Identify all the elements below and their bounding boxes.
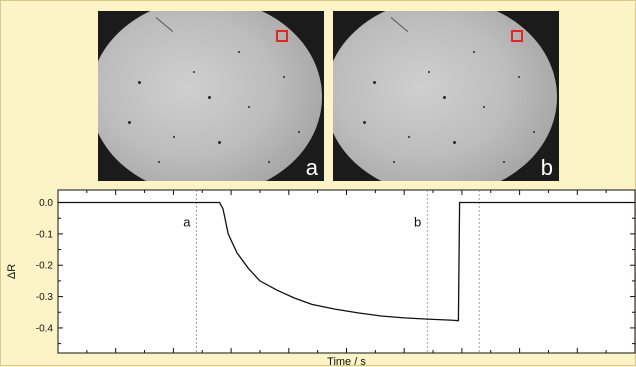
surface-defect-speck: [298, 131, 300, 133]
surface-defect-speck: [373, 81, 376, 84]
y-tick-label: -0.4: [36, 323, 54, 334]
micrograph-label: a: [305, 155, 318, 180]
surface-defect-speck: [193, 71, 195, 73]
surface-defect-speck: [473, 51, 475, 53]
surface-defect-speck: [408, 136, 410, 138]
y-tick-label: -0.3: [36, 292, 54, 303]
surface-defect-speck: [533, 131, 535, 133]
surface-defect-speck: [138, 81, 141, 84]
surface-defect-speck: [503, 161, 505, 163]
surface-defect-speck: [483, 106, 485, 108]
surface-defect-speck: [453, 141, 456, 144]
reflectance-chart: 0.0 -0.1 -0.2 -0.3 -0.4 a b Time / s ΔR: [6, 189, 636, 367]
surface-defect-speck: [173, 136, 175, 138]
x-axis-title: Time / s: [327, 356, 366, 367]
surface-defect-speck: [363, 121, 366, 124]
y-axis-title: ΔR: [6, 264, 18, 279]
surface-defect-speck: [443, 96, 446, 99]
surface-defect-speck: [218, 141, 221, 144]
surface-defect-speck: [268, 161, 270, 163]
region-of-interest-marker: [276, 30, 288, 42]
micrograph-label: b: [540, 155, 553, 180]
surface-defect-speck: [128, 121, 131, 124]
time-marker-label: b: [414, 214, 421, 229]
series-line: [58, 201, 635, 322]
y-tick-label: -0.2: [36, 261, 54, 272]
surface-defect-speck: [158, 161, 160, 163]
micrograph-a: a: [98, 11, 324, 181]
time-marker-label: a: [183, 214, 191, 229]
surface-defect-speck: [428, 71, 430, 73]
region-of-interest-marker: [511, 30, 523, 42]
surface-defect-speck: [283, 76, 285, 78]
surface-defect-speck: [393, 161, 395, 163]
micrograph-b: b: [333, 11, 559, 181]
surface-defect-speck: [208, 96, 211, 99]
y-tick-label: -0.1: [36, 229, 54, 240]
surface-defect-speck: [238, 51, 240, 53]
plot-area: [57, 189, 636, 354]
surface-defect-speck: [248, 106, 250, 108]
y-tick-label: 0.0: [39, 198, 53, 209]
surface-defect-speck: [518, 76, 520, 78]
